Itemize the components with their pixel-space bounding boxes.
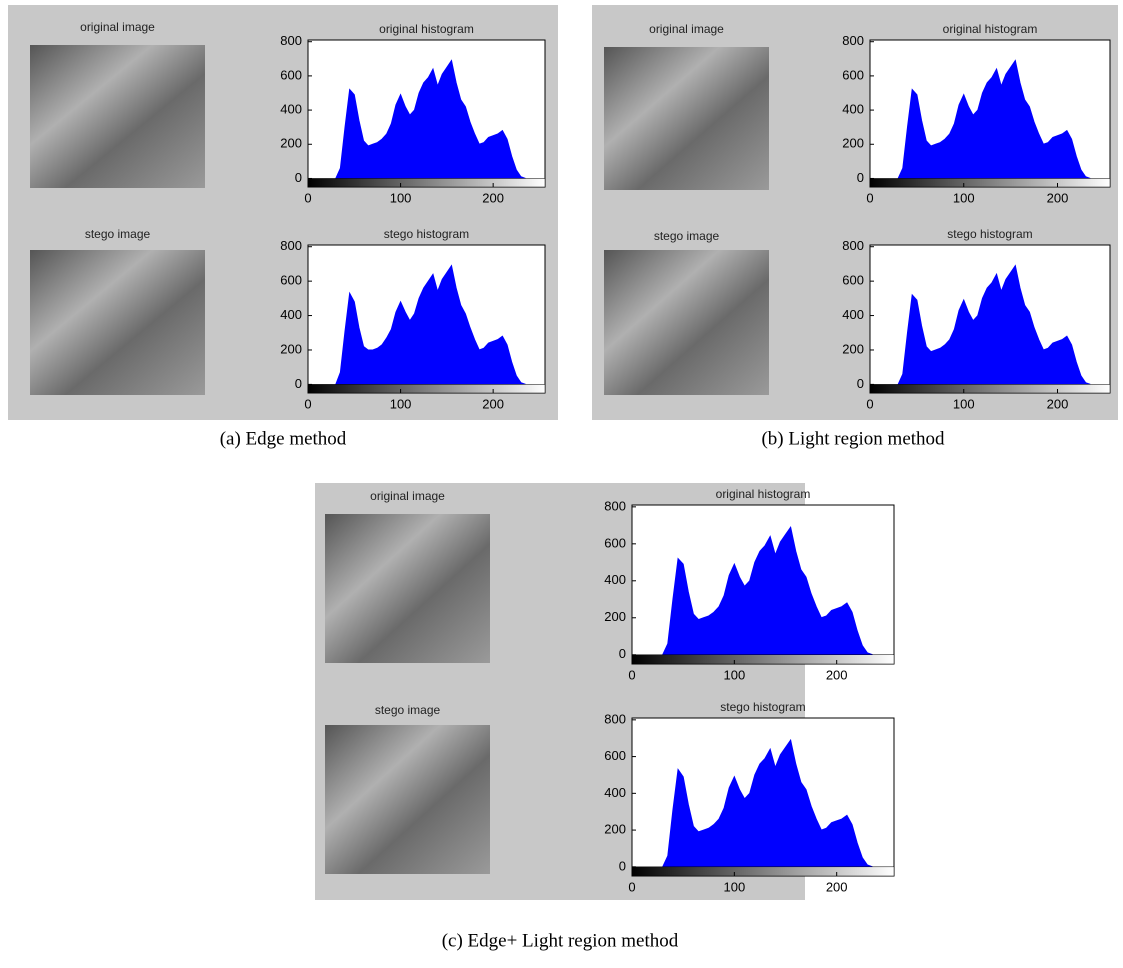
y-tick-label: 800	[280, 238, 302, 253]
y-tick-label: 600	[280, 67, 302, 82]
y-tick-label: 600	[842, 67, 864, 82]
y-tick-label: 600	[842, 273, 864, 288]
colorbar	[869, 384, 1111, 394]
panel-caption: (a) Edge method	[220, 428, 347, 449]
histogram-area	[897, 264, 1091, 385]
y-tick-label: 800	[280, 33, 302, 48]
y-tick-label: 400	[280, 307, 302, 322]
image	[325, 514, 490, 663]
y-tick-label: 0	[857, 376, 864, 391]
image-title: stego image	[375, 703, 441, 717]
panel-caption: (c) Edge+ Light region method	[442, 930, 679, 951]
y-tick-label: 0	[619, 858, 626, 873]
colorbar	[631, 866, 895, 877]
y-tick-label: 800	[604, 498, 626, 513]
y-tick-label: 400	[280, 102, 302, 117]
y-tick-label: 400	[842, 102, 864, 117]
x-tick-label: 200	[1047, 396, 1069, 411]
colorbar	[307, 178, 546, 188]
x-tick-label: 100	[723, 667, 745, 682]
image-title: original image	[370, 489, 445, 503]
x-tick-label: 100	[953, 190, 975, 205]
y-tick-label: 800	[842, 33, 864, 48]
x-tick-label: 200	[482, 396, 504, 411]
x-tick-label: 200	[1047, 190, 1069, 205]
y-tick-label: 200	[842, 136, 864, 151]
y-tick-label: 800	[842, 238, 864, 253]
y-tick-label: 600	[604, 748, 626, 763]
x-tick-label: 0	[304, 396, 311, 411]
x-tick-label: 100	[723, 879, 745, 894]
chart-title: stego histogram	[384, 227, 469, 241]
y-tick-label: 800	[604, 711, 626, 726]
image	[30, 250, 205, 395]
image-title: stego image	[85, 227, 151, 241]
histogram-area	[897, 59, 1091, 179]
x-tick-label: 200	[826, 667, 848, 682]
y-tick-label: 400	[604, 572, 626, 587]
y-tick-label: 0	[295, 170, 302, 185]
histogram-area	[661, 738, 873, 868]
chart-title: original histogram	[943, 22, 1038, 36]
x-tick-label: 200	[482, 190, 504, 205]
y-tick-label: 400	[604, 785, 626, 800]
panel-caption: (b) Light region method	[761, 428, 945, 449]
y-tick-label: 600	[280, 273, 302, 288]
chart-title: original histogram	[716, 487, 811, 501]
x-tick-label: 100	[390, 190, 412, 205]
image-title: original image	[649, 22, 724, 36]
image	[604, 250, 769, 395]
y-tick-label: 0	[295, 376, 302, 391]
y-tick-label: 200	[604, 822, 626, 837]
x-tick-label: 100	[390, 396, 412, 411]
y-tick-label: 400	[842, 307, 864, 322]
y-tick-label: 200	[280, 341, 302, 356]
x-tick-label: 0	[866, 190, 873, 205]
y-tick-label: 200	[604, 609, 626, 624]
y-tick-label: 200	[280, 136, 302, 151]
chart-title: stego histogram	[720, 700, 805, 714]
y-tick-label: 0	[619, 646, 626, 661]
y-tick-label: 600	[604, 535, 626, 550]
image-title: original image	[80, 20, 155, 34]
image	[604, 47, 769, 190]
y-tick-label: 0	[857, 170, 864, 185]
histogram-area	[661, 525, 873, 656]
x-tick-label: 0	[628, 879, 635, 894]
y-tick-label: 200	[842, 341, 864, 356]
x-tick-label: 0	[628, 667, 635, 682]
chart-title: original histogram	[379, 22, 474, 36]
x-tick-label: 200	[826, 879, 848, 894]
colorbar	[869, 178, 1111, 188]
x-tick-label: 0	[866, 396, 873, 411]
image	[30, 45, 205, 188]
colorbar	[307, 384, 546, 394]
histogram-area	[334, 59, 526, 179]
image-title: stego image	[654, 229, 720, 243]
colorbar	[631, 654, 895, 665]
x-tick-label: 0	[304, 190, 311, 205]
x-tick-label: 100	[953, 396, 975, 411]
image	[325, 725, 490, 874]
chart-title: stego histogram	[947, 227, 1032, 241]
histogram-area	[335, 264, 526, 385]
